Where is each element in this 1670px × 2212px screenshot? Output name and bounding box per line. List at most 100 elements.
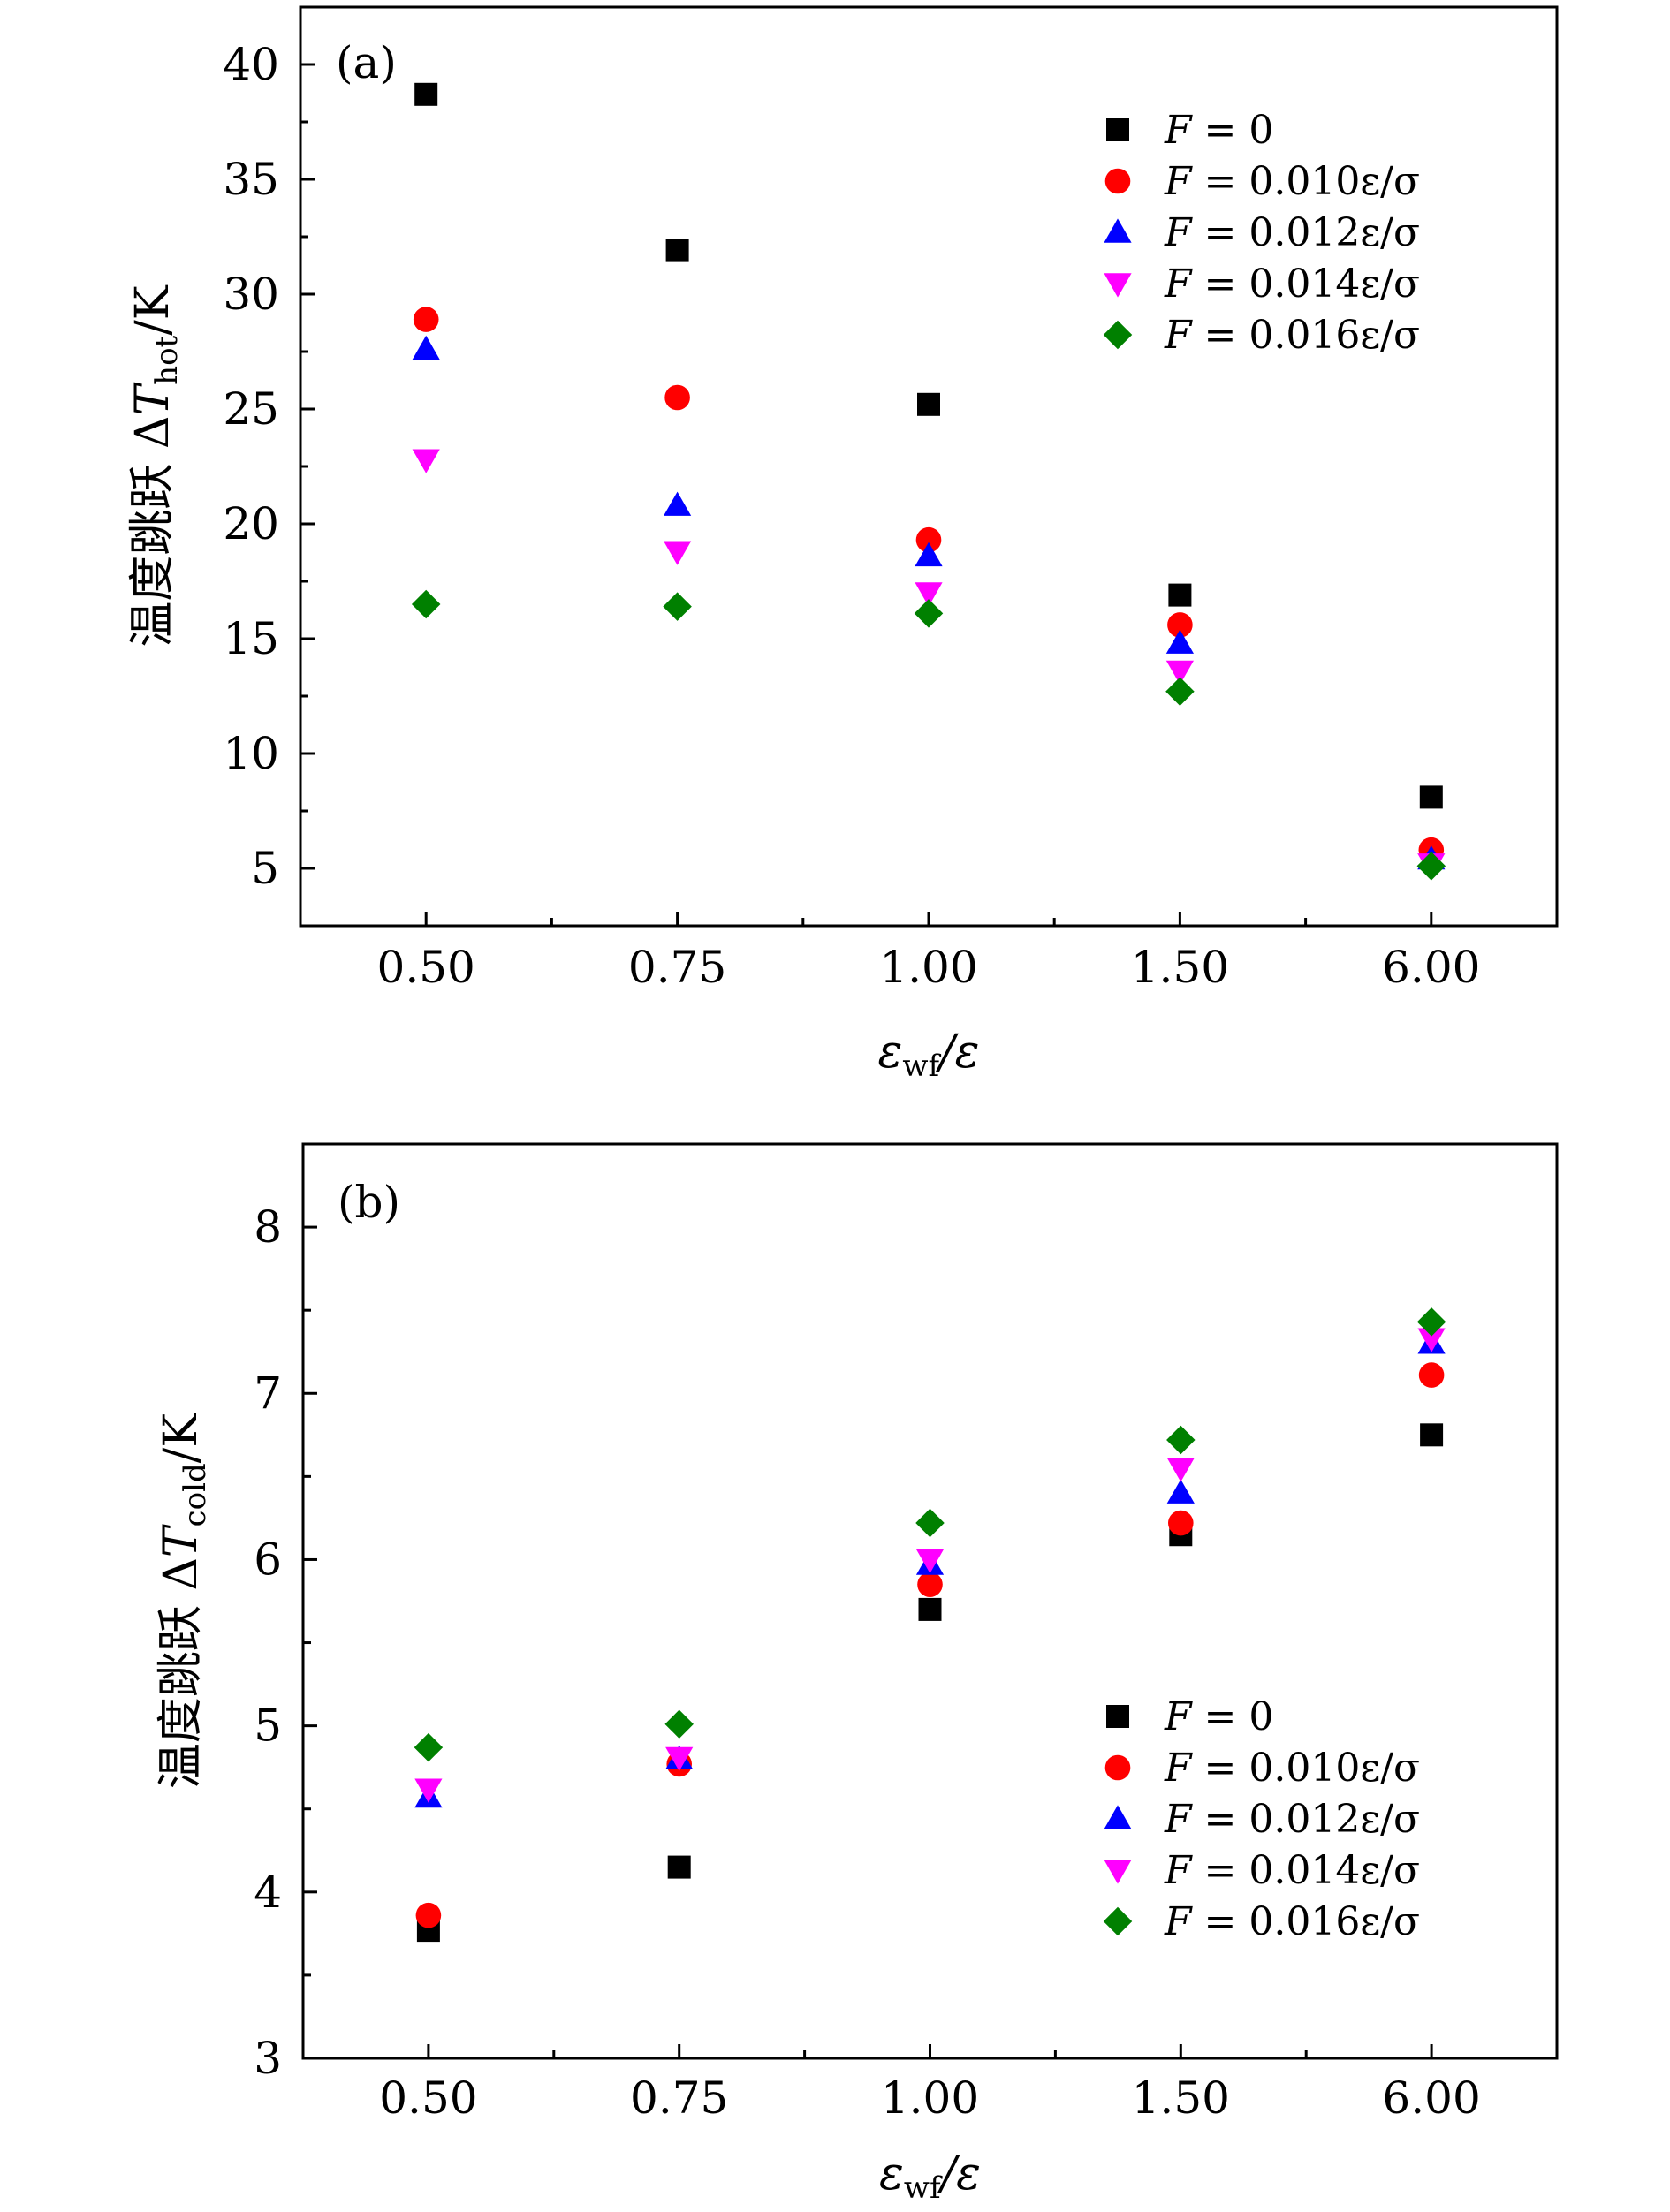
y-tick-label: 25 bbox=[223, 383, 279, 435]
data-point bbox=[414, 82, 438, 106]
x-axis-title-rest: /ε bbox=[935, 1026, 979, 1079]
legend-label-rest: = 0.010ε/σ bbox=[1192, 1746, 1420, 1791]
legend-marker bbox=[1104, 1754, 1131, 1781]
data-point bbox=[1166, 1479, 1195, 1504]
legend-marker bbox=[1104, 1860, 1132, 1884]
data-point bbox=[917, 1572, 943, 1597]
legend-label-var: F bbox=[1164, 1848, 1193, 1893]
x-tick-label: 0.50 bbox=[377, 942, 475, 993]
x-tick-label: 0.50 bbox=[379, 2072, 477, 2124]
legend-label-var: F bbox=[1164, 1899, 1193, 1944]
legend-label-rest: = 0 bbox=[1192, 1694, 1274, 1739]
legend-label-var: F bbox=[1164, 1797, 1193, 1842]
y-tick-label: 20 bbox=[223, 498, 279, 549]
series-4 bbox=[411, 589, 1446, 881]
y-axis-title-prefix: 温度跳跃 Δ bbox=[126, 416, 179, 648]
x-axis-title: εwf/ε bbox=[877, 1026, 979, 1084]
legend-label: F = 0.016ε/σ bbox=[1164, 1899, 1420, 1944]
data-point bbox=[667, 1855, 691, 1879]
legend-label-var: F bbox=[1164, 159, 1193, 204]
x-tick-label: 1.00 bbox=[879, 942, 977, 993]
series-1 bbox=[415, 1362, 1445, 1928]
data-point bbox=[414, 1778, 443, 1803]
y-axis-title-subscript: cold bbox=[178, 1463, 213, 1526]
y-tick-label: 5 bbox=[251, 843, 279, 894]
legend-marker bbox=[1104, 168, 1131, 194]
legend-label-rest: = 0.012ε/σ bbox=[1192, 210, 1420, 255]
series-3 bbox=[414, 1328, 1446, 1803]
data-point bbox=[664, 541, 692, 565]
series-4 bbox=[414, 1307, 1446, 1762]
data-point bbox=[915, 526, 942, 553]
data-point bbox=[1165, 660, 1194, 685]
data-point bbox=[918, 1597, 942, 1621]
data-point bbox=[411, 589, 441, 619]
data-point bbox=[664, 1709, 694, 1739]
x-tick-label: 1.50 bbox=[1132, 2072, 1230, 2124]
x-tick-label: 1.00 bbox=[881, 2072, 979, 2124]
x-axis-title-subscript: wf bbox=[902, 1049, 941, 1084]
data-point bbox=[1416, 852, 1446, 881]
series-3 bbox=[412, 449, 1446, 878]
legend-label-var: F bbox=[1164, 1746, 1193, 1791]
x-axis-title: εwf/ε bbox=[879, 2148, 981, 2206]
chart-panel-b: 0.50 0.75 1.00 1.50 6.00 3 4 5 6 7 8 (b) εwf/ε 温度跳跃 Δ… bbox=[155, 1142, 1559, 2206]
y-tick-label: 8 bbox=[254, 1201, 282, 1253]
y-tick-label: 35 bbox=[223, 154, 279, 205]
data-point bbox=[1417, 1328, 1446, 1352]
legend-marker bbox=[1106, 118, 1129, 141]
data-point bbox=[1167, 612, 1193, 638]
data-point bbox=[664, 384, 690, 411]
legend-label: F = 0 bbox=[1164, 1694, 1273, 1739]
chart-panel-a: 0.50 0.75 1.00 1.50 6.00 5 10 15 20 25 30 35 40 (a) εw… bbox=[126, 5, 1559, 1084]
x-tick-label: 0.75 bbox=[630, 2072, 728, 2124]
legend-label-rest: = 0.012ε/σ bbox=[1192, 1797, 1420, 1842]
y-axis-title-subscript: hot bbox=[149, 335, 185, 384]
data-point bbox=[1165, 629, 1194, 654]
legend-label-var: F bbox=[1164, 313, 1193, 358]
data-point bbox=[1416, 1307, 1446, 1337]
y-axis-title-variable: T bbox=[155, 1524, 208, 1557]
data-point bbox=[915, 542, 943, 567]
legend-label: F = 0.012ε/σ bbox=[1164, 1797, 1420, 1842]
x-axis-title-symbol: ε bbox=[879, 2148, 904, 2201]
legend-label: F = 0.014ε/σ bbox=[1164, 1848, 1420, 1893]
legend-label-var: F bbox=[1164, 108, 1193, 153]
legend-label: F = 0.012ε/σ bbox=[1164, 210, 1420, 255]
data-point bbox=[1166, 1458, 1195, 1482]
x-axis-title-subscript: wf bbox=[904, 2170, 943, 2206]
legend-label: F = 0.014ε/σ bbox=[1164, 261, 1420, 307]
plot-frame bbox=[299, 5, 1559, 928]
legend-label: F = 0.010ε/σ bbox=[1164, 159, 1420, 204]
data-point bbox=[413, 307, 439, 332]
data-point bbox=[1418, 1362, 1445, 1388]
series-0 bbox=[414, 82, 1443, 809]
x-tick-label: 1.50 bbox=[1131, 942, 1229, 993]
y-tick-label: 10 bbox=[223, 728, 279, 779]
data-point bbox=[1420, 1423, 1444, 1447]
data-point bbox=[664, 491, 692, 516]
legend-marker bbox=[1104, 218, 1132, 243]
y-axis-title-variable: T bbox=[126, 383, 179, 416]
data-point bbox=[915, 582, 943, 607]
x-tick-label: 0.75 bbox=[628, 942, 726, 993]
y-axis-title-rest: /K bbox=[155, 1413, 208, 1464]
data-point bbox=[917, 392, 940, 416]
panel-label: (b) bbox=[338, 1177, 400, 1228]
legend-label-rest: = 0.014ε/σ bbox=[1192, 261, 1420, 307]
legend-label-rest: = 0.014ε/σ bbox=[1192, 1848, 1420, 1893]
y-tick-label: 5 bbox=[254, 1701, 282, 1752]
data-point bbox=[1166, 1425, 1196, 1455]
legend-marker bbox=[1106, 1705, 1129, 1728]
y-tick-label: 4 bbox=[254, 1867, 282, 1918]
legend-label-rest: = 0.010ε/σ bbox=[1192, 159, 1420, 204]
legend-marker bbox=[1104, 1805, 1132, 1829]
panel-label: (a) bbox=[336, 37, 397, 88]
legend-marker bbox=[1104, 273, 1132, 298]
data-point bbox=[415, 1902, 442, 1928]
y-axis-title: 温度跳跃 ΔThot/K bbox=[126, 284, 185, 647]
data-point bbox=[1419, 785, 1443, 809]
legend-label-rest: = 0.016ε/σ bbox=[1192, 313, 1420, 358]
legend-label: F = 0 bbox=[1164, 108, 1273, 153]
data-point bbox=[915, 1508, 945, 1538]
